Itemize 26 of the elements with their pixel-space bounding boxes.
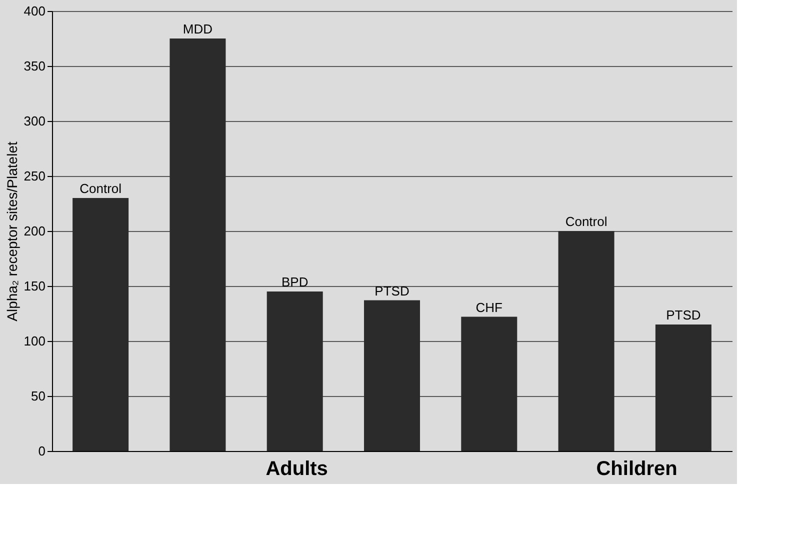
y-tick-label: 200 <box>24 224 46 238</box>
x-tick-label: BPD <box>281 274 308 290</box>
x-tick-label: Control <box>80 181 122 196</box>
y-tick-label: 300 <box>24 114 46 128</box>
x-tick-label: CHF <box>476 300 503 315</box>
text: Adults <box>266 458 328 480</box>
y-tick-label: 350 <box>24 58 46 74</box>
y-tick-label: 100 <box>24 334 46 348</box>
y-tick-label: 50 <box>31 388 46 404</box>
bar <box>655 324 712 451</box>
bar <box>266 292 323 451</box>
text: Children <box>596 458 678 480</box>
x-tick-label: PTSD <box>666 308 701 322</box>
y-tick-label: 0 <box>38 444 46 458</box>
y-axis-title: Alpha₂ receptor sites/Platelet <box>4 142 20 322</box>
bar <box>461 316 518 451</box>
y-tick-label: 400 <box>24 4 46 18</box>
y-tick-label: 150 <box>24 278 46 294</box>
x-tick-label: Control <box>565 214 608 229</box>
bar <box>170 38 226 451</box>
y-tick-label: 250 <box>24 168 46 184</box>
bar <box>558 231 614 451</box>
bar <box>72 198 129 451</box>
x-tick-label: PTSD <box>374 283 410 298</box>
x-tick-label: MDD <box>182 22 213 36</box>
bar <box>364 300 420 451</box>
